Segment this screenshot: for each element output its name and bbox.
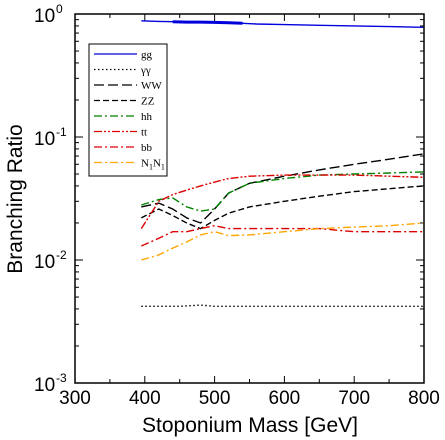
series-line-γγ (141, 304, 424, 307)
y-tick-label-exponent: -2 (56, 248, 67, 262)
legend-label: WW (141, 80, 162, 92)
x-tick-label: 300 (59, 388, 91, 409)
legend: gg γγ WW ZZ hh tt bb N1N1 (88, 43, 168, 177)
series-line-tt (140, 174, 425, 229)
legend-label: bb (141, 142, 153, 154)
y-axis-title: Branching Ratio (4, 124, 27, 273)
legend-box (88, 43, 168, 177)
series-line-ZZ (140, 185, 425, 230)
y-tick-label-exponent: -3 (56, 371, 67, 385)
series-line-gg-highlight (172, 20, 243, 25)
series-lines (140, 20, 425, 307)
x-tick-label: 800 (408, 388, 440, 409)
series-line-N1N1 (141, 222, 425, 261)
plot-frame (74, 13, 425, 384)
y-tick-label-base: 10 (34, 375, 55, 396)
x-tick-label: 600 (269, 388, 301, 409)
legend-label: N1N1 (141, 158, 165, 172)
y-tick-label-base: 10 (34, 6, 55, 27)
x-tick-label: 400 (129, 388, 161, 409)
y-tick-label-exponent: 0 (56, 2, 63, 16)
y-tick-label-exponent: -1 (56, 125, 67, 139)
legend-label: γγ (140, 65, 151, 77)
series-line-WW (141, 153, 425, 224)
legend-label: hh (141, 111, 153, 123)
legend-label: ZZ (141, 96, 155, 108)
y-tick-label-base: 10 (34, 252, 55, 273)
y-tick-label-base: 10 (34, 129, 55, 150)
legend-label: gg (141, 49, 153, 61)
x-tick-label: 500 (199, 388, 231, 409)
x-tick-label: 700 (338, 388, 370, 409)
x-axis-title: Stoponium Mass [GeV] (142, 414, 358, 437)
legend-label: tt (141, 127, 147, 139)
series-line-hh (141, 171, 425, 212)
series-line-bb (141, 224, 424, 247)
